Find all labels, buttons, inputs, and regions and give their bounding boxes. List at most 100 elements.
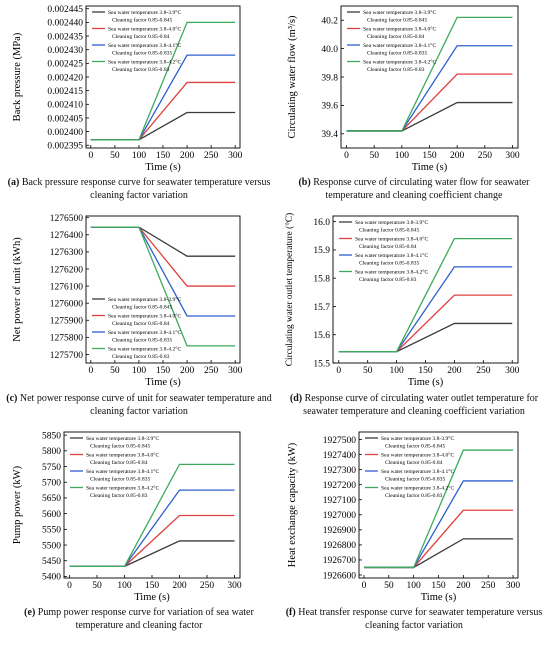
chart-e-y-axis-label: Pump power (kW) bbox=[12, 465, 23, 544]
chart-c-legend-sub-3: Cleaning factor 0.85-0.835 bbox=[112, 337, 172, 344]
chart-b-legend-entry-2: Sea water temperature 3.8-4.0°C bbox=[363, 26, 436, 33]
chart-panel-f: 0 50 100 150 200 250 300 1926600 1926800 1927000 1… bbox=[275, 426, 550, 603]
caption-a-text: Back pressure response curve for seawate… bbox=[21, 177, 271, 201]
chart-f-x-axis-label: Time (s) bbox=[421, 592, 457, 603]
chart-c-x-tick-label: 0 bbox=[88, 366, 93, 376]
chart-f-legend-entry-3: Sea water temperature 3.8-4.1°C bbox=[381, 468, 454, 475]
chart-d-y-tick-label: 15.8 bbox=[313, 274, 330, 284]
chart-e-legend-sub-4: Cleaning factor 0.85-0.83 bbox=[90, 492, 148, 499]
chart-a-y-tick-label: 0.002395 bbox=[47, 142, 83, 152]
chart-d-y-tick-label: 15.9 bbox=[313, 246, 330, 256]
chart-c-legend-entry-4: Sea water temperature 3.8-4.2°C bbox=[108, 346, 181, 353]
chart-a-x-axis-label: Time (s) bbox=[145, 162, 181, 173]
chart-e-y-tick-label: 5450 bbox=[42, 557, 61, 567]
caption-a-letter: (a) bbox=[7, 177, 20, 188]
chart-b-svg: 0 50 100 150 200 250 300 39.4 39.6 39.8 40.0 40.2 Ti… bbox=[287, 5, 520, 173]
chart-a-x-tick-label: 0 bbox=[88, 151, 93, 161]
chart-f-y-tick-label: 1926600 bbox=[323, 571, 357, 581]
chart-f-legend-sub-4: Cleaning factor 0.85-0.83 bbox=[385, 492, 443, 499]
chart-b-y-tick-label: 39.4 bbox=[321, 130, 338, 140]
chart-d-y-tick-label: 15.7 bbox=[313, 303, 330, 313]
chart-e-legend-sub-3: Cleaning factor 0.85-0.835 bbox=[90, 476, 150, 483]
chart-d-series-line-4 bbox=[338, 237, 513, 353]
chart-c-legend-sub-4: Cleaning factor 0.85-0.83 bbox=[112, 353, 170, 360]
chart-e-x-tick-label: 150 bbox=[145, 581, 160, 591]
chart-panel-b: 0 50 100 150 200 250 300 39.4 39.6 39.8 40.0 40.2 Ti… bbox=[275, 0, 550, 173]
chart-panel-a: 0 50 100 150 200 250 300 0.002395 0.002400 0.0024… bbox=[0, 0, 275, 173]
chart-c-svg: 0 50 100 150 200 250 300 1275700 1275800 1275900 1… bbox=[12, 214, 243, 388]
chart-a-y-tick-label: 0.002440 bbox=[47, 19, 83, 29]
chart-e-legend-entry-2: Sea water temperature 3.8-4.0°C bbox=[86, 452, 159, 459]
chart-d-svg: 0 50 100 150 200 250 300 15.5 15.6 15.7 15.8 15.9 16… bbox=[284, 213, 520, 388]
chart-c-x-tick-label: 300 bbox=[228, 366, 243, 376]
chart-a-legend-entry-1: Sea water temperature 3.8-3.9°C bbox=[108, 9, 181, 16]
chart-a-x-tick-label: 200 bbox=[180, 151, 195, 161]
chart-a-y-tick-label: 0.002445 bbox=[47, 5, 83, 15]
chart-f-x-tick-label: 300 bbox=[506, 581, 521, 591]
chart-c-series-line-4 bbox=[90, 226, 236, 347]
chart-b-legend-entry-4: Sea water temperature 3.8-4.2°C bbox=[363, 59, 436, 66]
caption-e: (e) Pump power response curve for variat… bbox=[4, 606, 274, 632]
caption-a: (a) Back pressure response curve for sea… bbox=[4, 176, 274, 202]
chart-e-series-line-3 bbox=[69, 489, 235, 568]
chart-a-y-axis-label: Back pressure (MPa) bbox=[12, 32, 23, 121]
chart-b-legend-sub-4: Cleaning factor 0.85-0.83 bbox=[367, 66, 425, 73]
chart-a-y-tick-label: 0.002415 bbox=[47, 87, 83, 97]
chart-e-y-tick-label: 5550 bbox=[42, 526, 61, 536]
chart-c-y-tick-label: 1276300 bbox=[50, 248, 84, 258]
chart-e-legend-entry-3: Sea water temperature 3.8-4.1°C bbox=[86, 468, 159, 475]
chart-d-y-tick-label: 15.6 bbox=[313, 331, 330, 341]
chart-c-y-tick-label: 1276100 bbox=[50, 282, 84, 292]
chart-c-y-tick-label: 1275800 bbox=[50, 334, 84, 344]
chart-b-x-tick-label: 250 bbox=[478, 151, 493, 161]
chart-panel-d: 0 50 100 150 200 250 300 15.5 15.6 15.7 15.8 15.9 16… bbox=[275, 210, 550, 388]
chart-b-x-tick-label: 50 bbox=[369, 151, 379, 161]
chart-b-x-tick-label: 100 bbox=[395, 151, 410, 161]
chart-f-y-tick-label: 1926800 bbox=[323, 541, 357, 551]
chart-d-legend-entry-2: Sea water temperature 3.8-4.0°C bbox=[355, 236, 428, 243]
caption-e-text: Pump power response curve for variation … bbox=[37, 607, 254, 631]
chart-e-legend-sub-1: Cleaning factor 0.85-0.845 bbox=[90, 443, 150, 450]
chart-f-series-line-4 bbox=[363, 449, 514, 569]
chart-f-y-axis-label: Heat exchange capacity (kW) bbox=[287, 442, 298, 567]
chart-a-y-tick-label: 0.002425 bbox=[47, 60, 83, 70]
chart-a-legend-sub-4: Cleaning factor 0.85-0.83 bbox=[112, 66, 170, 73]
caption-c-letter: (c) bbox=[6, 393, 18, 404]
caption-e-letter: (e) bbox=[24, 607, 36, 618]
chart-b-x-tick-label: 200 bbox=[450, 151, 465, 161]
chart-c-legend-sub-1: Cleaning factor 0.85-0.845 bbox=[112, 304, 172, 311]
chart-e-series-line-1 bbox=[69, 540, 235, 568]
chart-d-series-line-1 bbox=[338, 322, 513, 353]
chart-b-y-tick-label: 39.8 bbox=[321, 73, 338, 83]
chart-d-y-tick-label: 16.0 bbox=[313, 218, 330, 228]
chart-b-y-axis-label: Circulating water flow (m³/s) bbox=[287, 15, 298, 138]
chart-b-series-line-4 bbox=[346, 16, 513, 132]
chart-c-x-tick-label: 100 bbox=[132, 366, 147, 376]
chart-d-legend-entry-4: Sea water temperature 3.8-4.2°C bbox=[355, 269, 428, 276]
chart-d-legend-sub-2: Cleaning factor 0.85-0.84 bbox=[359, 243, 417, 250]
chart-b-y-tick-label: 40.2 bbox=[321, 17, 338, 27]
chart-b-legend-sub-3: Cleaning factor 0.85-0.835 bbox=[367, 50, 427, 57]
caption-d-letter: (d) bbox=[289, 393, 303, 404]
caption-f-text: Heat transfer response curve for seawate… bbox=[298, 607, 543, 631]
chart-f-y-tick-label: 1927300 bbox=[323, 466, 357, 476]
chart-a-x-tick-label: 50 bbox=[110, 151, 120, 161]
chart-c-legend-entry-2: Sea water temperature 3.8-4.0°C bbox=[108, 313, 181, 320]
chart-f-x-tick-label: 200 bbox=[456, 581, 471, 591]
chart-c-y-tick-label: 1275900 bbox=[50, 317, 84, 327]
chart-e-y-tick-label: 5650 bbox=[42, 494, 61, 504]
caption-f-letter: (f) bbox=[285, 607, 296, 618]
chart-f-x-tick-label: 0 bbox=[362, 581, 367, 591]
chart-c-legend-sub-2: Cleaning factor 0.85-0.84 bbox=[112, 320, 170, 327]
chart-a-legend-entry-4: Sea water temperature 3.8-4.2°C bbox=[108, 59, 181, 66]
chart-a-series-line-2 bbox=[90, 81, 236, 141]
chart-f-legend-entry-1: Sea water temperature 3.8-3.9°C bbox=[381, 435, 454, 442]
chart-a-legend-entry-3: Sea water temperature 3.8-4.1°C bbox=[108, 42, 181, 49]
chart-b-x-axis-label: Time (s) bbox=[412, 162, 448, 173]
chart-a-x-tick-label: 300 bbox=[228, 151, 243, 161]
chart-c-x-axis-label: Time (s) bbox=[145, 377, 181, 388]
chart-c-legend-entry-1: Sea water temperature 3.8-3.9°C bbox=[108, 296, 181, 303]
chart-d-x-tick-label: 150 bbox=[418, 366, 433, 376]
chart-b-x-tick-label: 0 bbox=[344, 151, 349, 161]
chart-a-y-tick-label: 0.002405 bbox=[47, 114, 83, 124]
